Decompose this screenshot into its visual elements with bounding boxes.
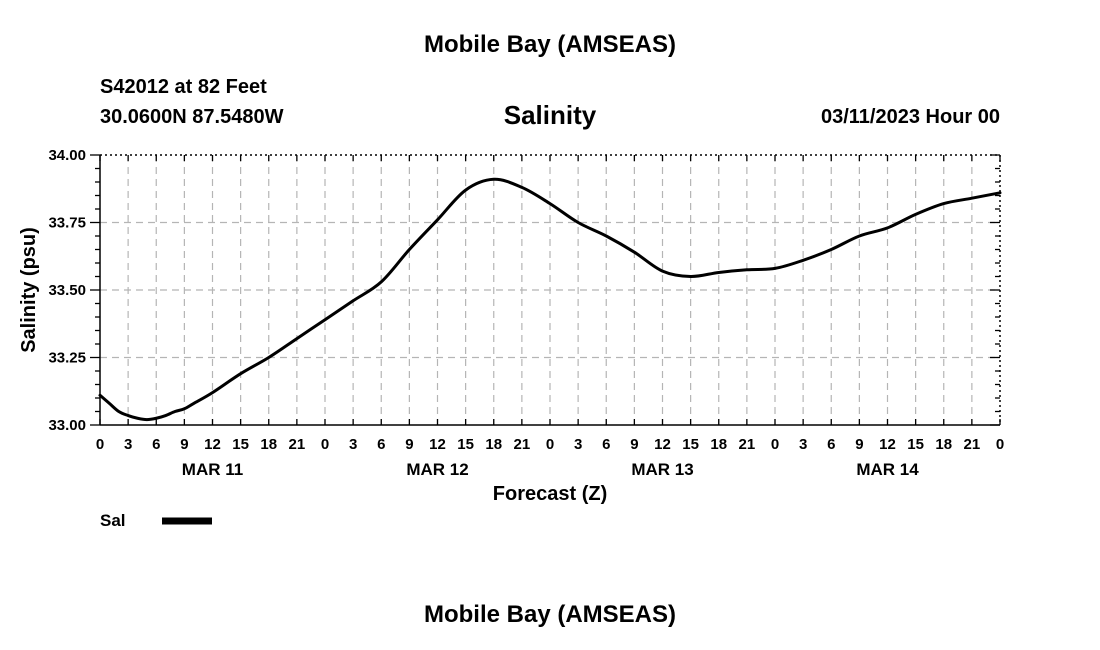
x-tick-label: 21	[514, 436, 531, 453]
page-title: Mobile Bay (AMSEAS)	[423, 31, 677, 58]
x-tick-label: 0	[996, 436, 1004, 453]
x-tick-label: 15	[682, 436, 699, 453]
x-tick-label: 21	[739, 436, 756, 453]
x-tick-label: 6	[827, 436, 835, 453]
x-tick-label: 12	[429, 436, 446, 453]
x-tick-label: 21	[289, 436, 306, 453]
x-tick-label: 9	[180, 436, 188, 453]
grid-lines	[100, 155, 1000, 425]
x-tick-label: 3	[799, 436, 807, 453]
coordinates-label: 30.0600N 87.5480W	[100, 106, 284, 128]
station-label: S42012 at 82 Feet	[100, 76, 267, 98]
x-tick-label: 12	[204, 436, 221, 453]
x-tick-label: 9	[630, 436, 638, 453]
x-tick-label: 12	[879, 436, 896, 453]
y-tick-label: 33.75	[48, 215, 86, 232]
x-tick-label: 18	[485, 436, 502, 453]
x-tick-label: 0	[96, 436, 104, 453]
x-tick-label: 3	[574, 436, 582, 453]
x-tick-label: 0	[321, 436, 329, 453]
y-tick-label: 34.00	[48, 147, 86, 164]
x-tick-label: 18	[260, 436, 277, 453]
series-line-sal	[98, 177, 1002, 422]
day-label: MAR 13	[631, 460, 693, 479]
x-tick-label: 6	[152, 436, 160, 453]
day-labels: MAR 11 MAR 12 MAR 13 MAR 14	[182, 460, 919, 479]
chart-title: Salinity	[503, 100, 597, 130]
y-tick-label: 33.00	[48, 417, 86, 434]
y-axis-title: Salinity (psu)	[18, 227, 40, 353]
x-tick-label: 21	[964, 436, 981, 453]
x-tick-label: 15	[232, 436, 249, 453]
y-tick-label: 33.25	[48, 350, 86, 367]
day-label: MAR 11	[182, 460, 243, 479]
x-tick-label: 15	[907, 436, 924, 453]
x-tick-label: 0	[546, 436, 554, 453]
y-tick-label: 33.50	[48, 282, 86, 299]
x-tick-label: 18	[710, 436, 727, 453]
x-tick-label: 15	[457, 436, 474, 453]
x-tick-label: 12	[654, 436, 671, 453]
x-tick-label: 3	[124, 436, 132, 453]
y-tick-labels: 33.00 33.25 33.50 33.75 34.00	[48, 147, 86, 434]
x-tick-label: 6	[377, 436, 385, 453]
day-label: MAR 12	[406, 460, 468, 479]
x-tick-label: 18	[935, 436, 952, 453]
legend-label: Sal	[100, 511, 126, 530]
x-tick-label: 9	[405, 436, 413, 453]
run-date-label: 03/11/2023 Hour 00	[820, 106, 1000, 128]
x-tick-label: 0	[771, 436, 779, 453]
x-tick-label: 9	[855, 436, 863, 453]
day-label: MAR 14	[856, 460, 919, 479]
tick-marks	[90, 154, 1001, 426]
x-tick-label: 6	[602, 436, 610, 453]
legend: Sal	[100, 511, 212, 530]
footer-title: Mobile Bay (AMSEAS)	[423, 601, 677, 628]
series-lines	[98, 177, 1002, 422]
x-tick-label: 3	[349, 436, 357, 453]
x-axis-title: Forecast (Z)	[493, 483, 607, 505]
x-tick-labels: 0 3 6 9 12 15 18 21 0 3 6 9 12 15 18 21 0 3 6 9 12 15 18 21 0 3 6 9…	[96, 436, 1004, 453]
